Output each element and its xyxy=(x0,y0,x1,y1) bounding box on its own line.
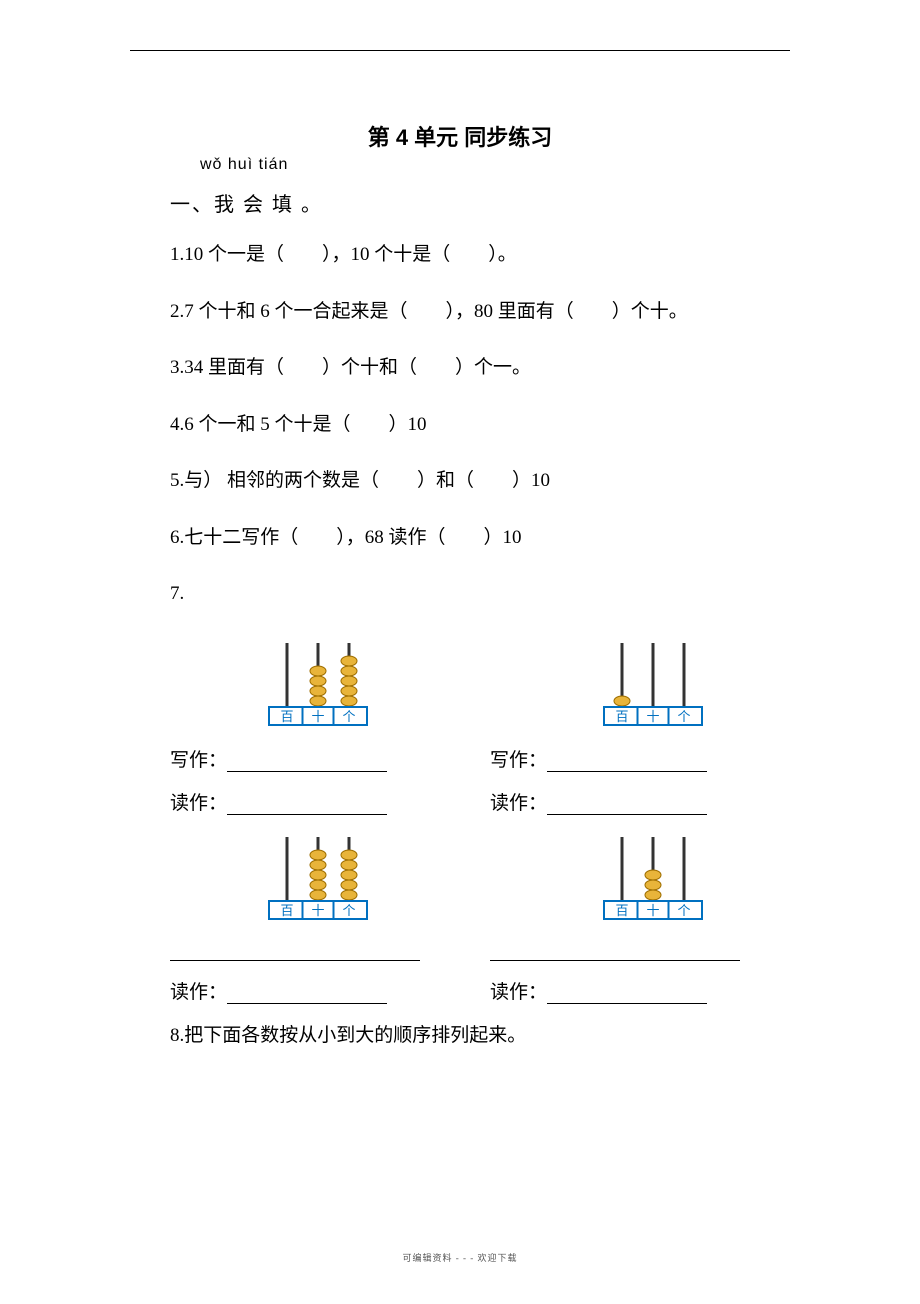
write-row-2 xyxy=(170,939,750,961)
question-2: 2.7 个十和 6 个一合起来是（ ），80 里面有（ ）个十。 xyxy=(170,298,750,327)
write-label: 写作： xyxy=(490,750,547,771)
abacus-icon: 百十个 xyxy=(263,637,373,727)
svg-text:个: 个 xyxy=(677,709,690,724)
blank xyxy=(227,771,387,772)
svg-text:十: 十 xyxy=(311,709,324,724)
abacus-row-1: 百十个 百十个 xyxy=(220,637,750,727)
blank xyxy=(170,960,420,961)
page-title: 第 4 单元 同步练习 xyxy=(170,120,750,152)
write-label: 写作： xyxy=(170,750,227,771)
svg-text:百: 百 xyxy=(615,709,628,724)
question-7: 7. xyxy=(170,580,750,609)
page: 第 4 单元 同步练习 wǒ huì tián 一、我 会 填 。 1.10 个… xyxy=(0,0,920,1304)
blank xyxy=(227,1003,387,1004)
section-1-heading: 一、我 会 填 。 xyxy=(170,188,750,217)
header-rule xyxy=(130,50,790,51)
blank xyxy=(490,960,740,961)
abacus-3: 百十个 xyxy=(220,831,415,921)
svg-text:个: 个 xyxy=(342,709,355,724)
abacus-2: 百十个 xyxy=(555,637,750,727)
read-label: 读作： xyxy=(170,982,227,1003)
svg-text:百: 百 xyxy=(615,903,628,918)
question-4: 4.6 个一和 5 个十是（ ）10 xyxy=(170,411,750,440)
pinyin-hint: wǒ huì tián xyxy=(200,156,750,174)
abacus-icon: 百十个 xyxy=(598,637,708,727)
abacus-icon: 百十个 xyxy=(598,831,708,921)
svg-text:个: 个 xyxy=(677,903,690,918)
svg-text:十: 十 xyxy=(646,709,659,724)
blank xyxy=(547,814,707,815)
svg-text:十: 十 xyxy=(646,903,659,918)
read-label: 读作： xyxy=(490,793,547,814)
abacus-row-2: 百十个 百十个 xyxy=(220,831,750,921)
read-label: 读作： xyxy=(170,793,227,814)
question-3: 3.34 里面有（ ）个十和（ ）个一。 xyxy=(170,354,750,383)
abacus-4: 百十个 xyxy=(555,831,750,921)
question-6: 6.七十二写作（ ），68 读作（ ）10 xyxy=(170,524,750,553)
question-5: 5.与） 相邻的两个数是（ ）和（ ）10 xyxy=(170,467,750,496)
svg-text:百: 百 xyxy=(280,903,293,918)
read-row-2: 读作： 读作： xyxy=(170,977,750,1004)
abacus-icon: 百十个 xyxy=(263,831,373,921)
write-row-1: 写作： 写作： xyxy=(170,745,750,772)
read-row-1: 读作： 读作： xyxy=(170,788,750,815)
abacus-1: 百十个 xyxy=(220,637,415,727)
svg-text:十: 十 xyxy=(311,903,324,918)
question-8: 8.把下面各数按从小到大的顺序排列起来。 xyxy=(170,1022,750,1051)
svg-text:百: 百 xyxy=(280,709,293,724)
read-label: 读作： xyxy=(490,982,547,1003)
blank xyxy=(547,1003,707,1004)
footer-text: 可编辑资料 - - - 欢迎下载 xyxy=(0,1251,920,1264)
svg-text:个: 个 xyxy=(342,903,355,918)
blank xyxy=(227,814,387,815)
blank xyxy=(547,771,707,772)
question-1: 1.10 个一是（ ），10 个十是（ ）。 xyxy=(170,241,750,270)
